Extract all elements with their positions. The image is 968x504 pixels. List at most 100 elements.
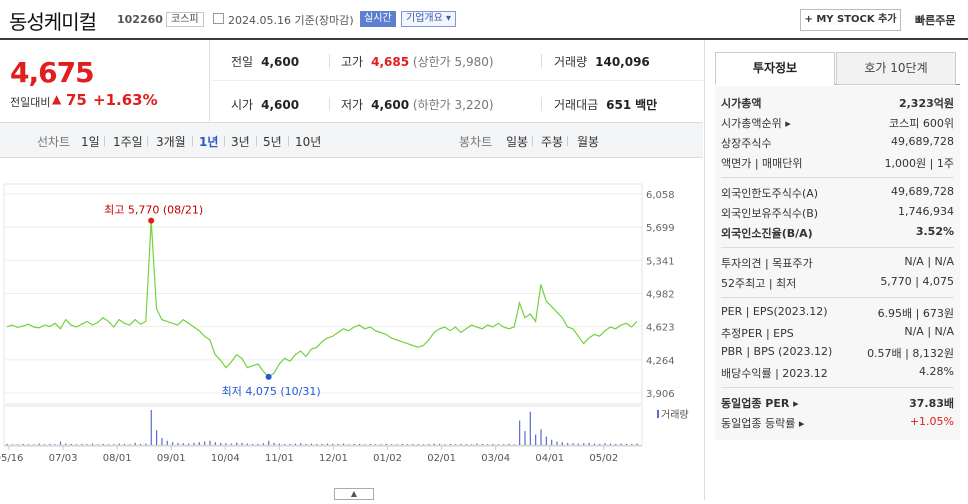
divider — [329, 97, 330, 111]
invest-row-value: 2,323억원 — [898, 97, 954, 110]
x-tick-label: 11/01 — [265, 453, 294, 464]
volume-bar — [561, 442, 563, 445]
volume-bar — [113, 444, 115, 445]
invest-tabs: 투자정보 호가 10단계 — [715, 52, 960, 85]
max-label: 최고 5,770 (08/21) — [104, 204, 203, 217]
volume-bar — [102, 443, 104, 445]
volume-bar — [513, 444, 515, 445]
section-divider — [721, 177, 954, 178]
volume-bar — [59, 441, 62, 445]
corp-info-dropdown[interactable]: 기업개요 ▾ — [401, 11, 457, 27]
invest-row-label: 시가총액순위 ▸ — [721, 117, 791, 130]
volume-bar — [316, 443, 318, 445]
volume-bar — [567, 442, 569, 445]
price-summary: 전일 4,600 고가 4,685 (상한가 5,980) 거래량 140,096 시… — [211, 40, 703, 122]
tab-10y[interactable]: 10년 — [295, 135, 322, 149]
volume: 거래량 140,096 — [554, 55, 650, 69]
prev-close: 전일 4,600 — [231, 55, 300, 69]
volume-bar — [422, 444, 425, 445]
volume-bar — [396, 444, 398, 445]
volume-bar — [230, 443, 232, 445]
invest-row-label: 시가총액 — [721, 97, 762, 110]
x-tick-label: 12/01 — [319, 453, 348, 464]
volume-bar — [487, 444, 489, 445]
tab-3m[interactable]: 3개월 — [156, 135, 186, 149]
collapse-toggle[interactable]: ▲ — [334, 488, 374, 500]
invest-row-label: 동일업종 등락률 ▸ — [721, 417, 805, 430]
volume-bar — [161, 438, 163, 445]
invest-row: 동일업종 PER ▸ 37.83배 — [721, 394, 954, 412]
tab-1w[interactable]: 1주일 — [113, 135, 143, 149]
invest-row: 추정PER | EPS N/A | N/A — [721, 324, 954, 342]
stock-header: 동성케미컬 102260 코스피 2024.05.16 기준(장마감) 실시간 … — [0, 0, 968, 38]
volume-bar — [107, 444, 110, 445]
volume-legend: 거래량 — [661, 409, 689, 421]
volume-bar — [118, 443, 120, 445]
volume-bar — [401, 443, 403, 445]
line-chart-label: 선차트 — [37, 135, 71, 149]
tab-weekly[interactable]: 주봉 — [541, 135, 564, 149]
invest-row-label: PBR | BPS (2023.12) — [721, 345, 833, 358]
section-divider — [721, 247, 954, 248]
invest-row: 외국인소진율(B/A) 3.52% — [721, 224, 954, 242]
volume-bar — [599, 443, 601, 445]
tab-invest-info[interactable]: 투자정보 — [715, 52, 835, 85]
volume-bar — [551, 439, 553, 445]
volume-bar — [11, 444, 14, 445]
x-tick-label: 05/02 — [589, 453, 618, 464]
volume-bar — [43, 444, 46, 445]
volume-bar — [38, 443, 40, 445]
volume-bar — [508, 443, 510, 445]
invest-row: 투자의견 | 목표주가 N/A | N/A — [721, 254, 954, 272]
volume-bar — [17, 444, 19, 445]
quick-order-button[interactable]: 빠른주문 — [915, 14, 956, 27]
volume-bar — [417, 444, 419, 445]
candle-chart-label: 봉차트 — [459, 135, 493, 149]
volume-bar — [503, 444, 505, 445]
invest-row-label: 외국인한도주식수(A) — [721, 187, 819, 200]
tab-monthly[interactable]: 월봉 — [577, 135, 600, 149]
y-tick-label: 3,906 — [646, 389, 675, 400]
volume-bar — [273, 442, 275, 445]
volume-bar — [49, 443, 51, 445]
price-chart[interactable]: 6,058 5,699 5,341 4,982 4,623 4,264 3,906 최고 5,… — [0, 158, 703, 500]
volume-bar — [268, 440, 270, 445]
date-text: 2024.05.16 기준(장마감) — [228, 14, 354, 27]
invest-row-value: 1,000원 | 1주 — [884, 157, 954, 170]
invest-row-value: N/A | N/A — [904, 325, 954, 338]
my-stock-add-button[interactable]: + MY STOCK 추가 — [800, 9, 901, 31]
volume-bar — [556, 441, 558, 445]
volume-bar — [454, 444, 457, 445]
tab-1y[interactable]: 1년 — [199, 135, 219, 149]
price-line — [6, 220, 638, 378]
tab-hoga[interactable]: 호가 10단계 — [836, 52, 956, 85]
y-tick-label: 6,058 — [646, 190, 675, 201]
volume-bar — [353, 443, 355, 445]
divider — [541, 54, 542, 68]
volume-bar — [342, 443, 345, 445]
volume-bar — [476, 443, 478, 445]
volume-bar — [332, 443, 334, 445]
tab-1d[interactable]: 1일 — [81, 135, 100, 149]
tab-5y[interactable]: 5년 — [263, 135, 282, 149]
invest-row: 외국인보유주식수(B) 1,746,934 — [721, 204, 954, 222]
x-tick-label: 02/01 — [427, 453, 456, 464]
volume-bar — [620, 443, 622, 445]
volume-bar — [390, 444, 393, 445]
invest-row-value: 49,689,728 — [891, 185, 954, 198]
tab-3y[interactable]: 3년 — [231, 135, 250, 149]
volume-bar — [300, 443, 302, 445]
realtime-badge[interactable]: 실시간 — [360, 11, 396, 27]
invest-row-label: 투자의견 | 목표주가 — [721, 257, 813, 270]
x-tick-label: 04/01 — [535, 453, 564, 464]
volume-bar — [27, 444, 30, 445]
volume-bar — [540, 429, 542, 445]
invest-row-value: +1.05% — [909, 415, 954, 428]
volume-bar — [193, 442, 195, 445]
x-tick-label: 09/01 — [157, 453, 186, 464]
volume-bar — [529, 411, 531, 445]
invest-row-value: 5,770 | 4,075 — [880, 275, 954, 288]
invest-row-label: 52주최고 | 최저 — [721, 277, 797, 290]
tab-daily[interactable]: 일봉 — [506, 135, 529, 149]
volume-bar — [636, 443, 638, 445]
